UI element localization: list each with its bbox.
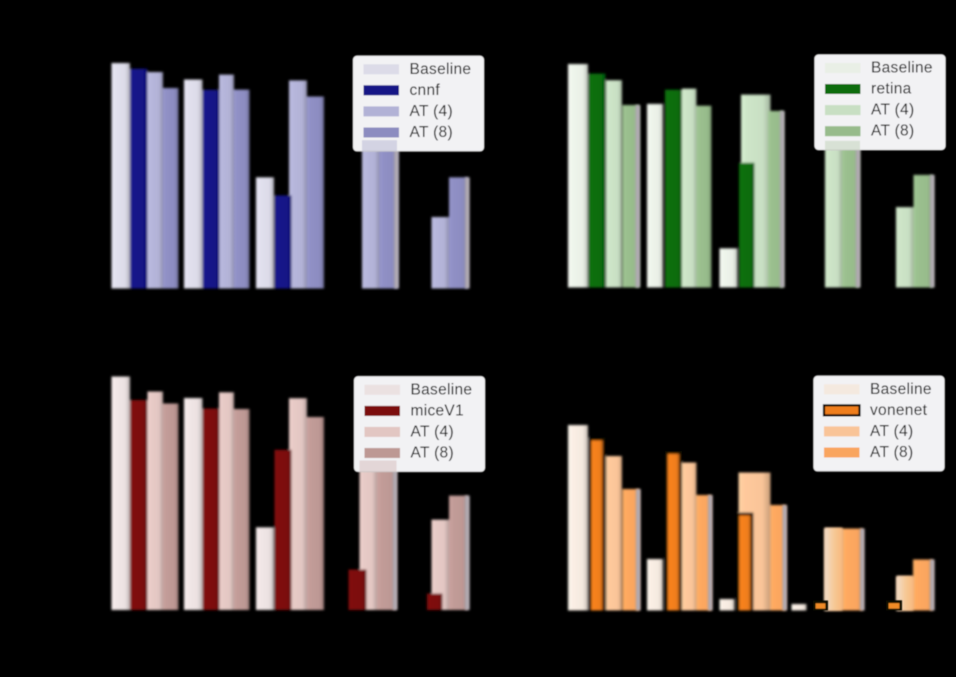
svg-text:retina: retina — [871, 81, 912, 98]
svg-text:AT (8): AT (8) — [410, 124, 453, 141]
svg-text:vonenet: vonenet — [870, 402, 928, 419]
svg-text:Baseline: Baseline — [870, 381, 932, 398]
svg-text:AT (8): AT (8) — [411, 445, 454, 462]
svg-text:AT (8): AT (8) — [870, 444, 913, 461]
svg-text:miceV1: miceV1 — [411, 402, 464, 419]
svg-text:AT (4): AT (4) — [870, 423, 913, 440]
svg-text:Baseline: Baseline — [871, 60, 933, 77]
svg-text:Baseline: Baseline — [411, 381, 473, 398]
svg-text:cnnf: cnnf — [410, 82, 441, 99]
svg-text:AT (4): AT (4) — [410, 103, 453, 120]
svg-text:AT (4): AT (4) — [871, 102, 914, 119]
svg-text:AT (4): AT (4) — [411, 423, 454, 440]
svg-text:Baseline: Baseline — [410, 61, 472, 78]
svg-text:AT (8): AT (8) — [871, 123, 914, 140]
